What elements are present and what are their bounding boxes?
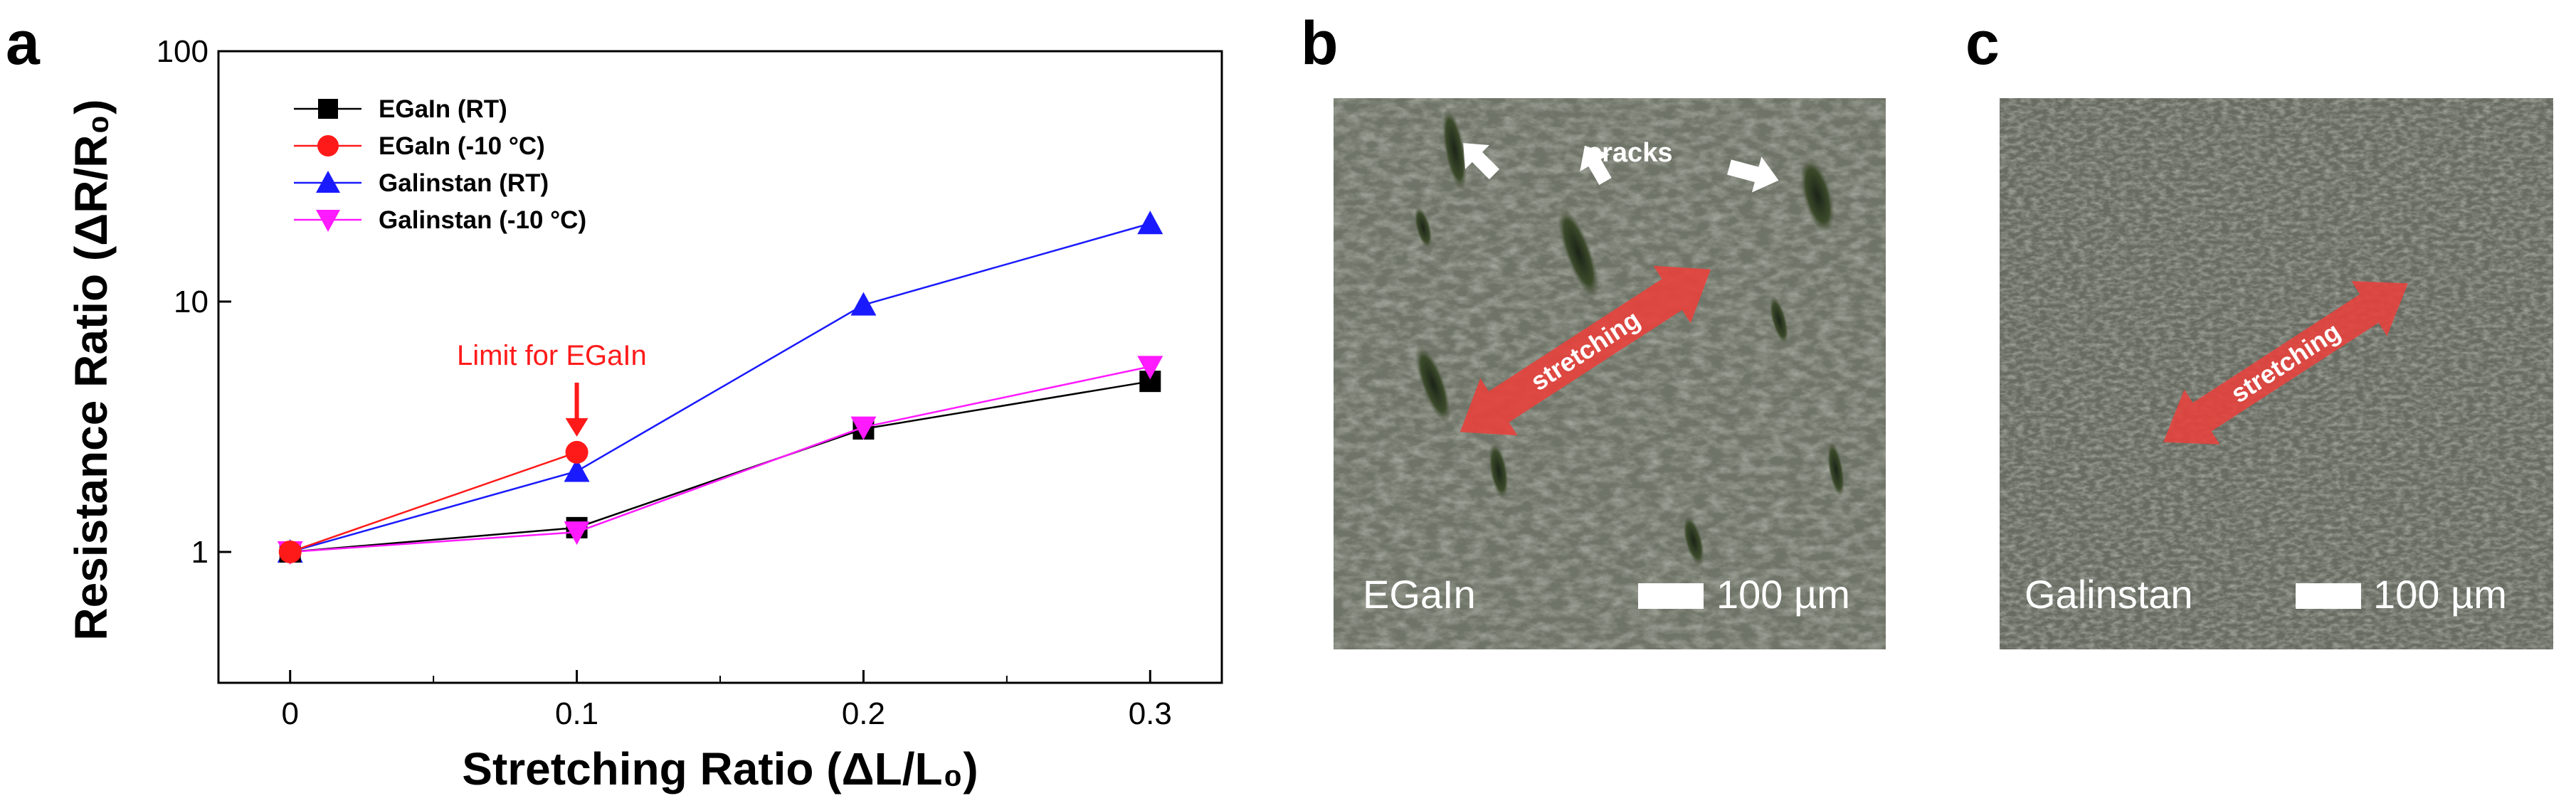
- scale-label-c: 100 µm: [2373, 572, 2507, 617]
- legend-label: Galinstan (-10 °C): [379, 206, 586, 234]
- stretch-arrow-icon: [2163, 281, 2408, 445]
- data-point: [850, 292, 877, 316]
- x-axis-title: Stretching Ratio (ΔL/L₀): [462, 743, 978, 794]
- y-tick-label: 100: [157, 34, 208, 69]
- micrograph-b: cracks stretching EGaIn 100 µm: [1334, 98, 1886, 649]
- data-point: [564, 458, 590, 482]
- crack-pointer-icons: [1463, 143, 1779, 193]
- legend-marker: [318, 99, 338, 119]
- data-point: [278, 540, 302, 563]
- legend: EGaIn (RT) EGaIn (-10 °C) Galinstan (RT) Ga…: [294, 95, 586, 234]
- plot-frame: [217, 50, 1223, 684]
- legend-marker: [317, 135, 339, 156]
- material-label-b: EGaIn: [1363, 572, 1476, 617]
- y-axis-ticks: 1 10 100: [157, 34, 231, 570]
- data-point: [1137, 211, 1163, 235]
- data-point: [850, 416, 877, 440]
- material-label-c: Galinstan: [2025, 572, 2193, 617]
- panel-letter-a: a: [6, 9, 41, 78]
- scale-bar-c: [2296, 583, 2361, 609]
- micrograph-c: stretching Galinstan 100 µm: [2000, 98, 2553, 649]
- scale-label-b: 100 µm: [1716, 572, 1850, 617]
- series-line: [290, 366, 1151, 553]
- x-tick-label: 0.2: [842, 696, 885, 731]
- legend-label: EGaIn (-10 °C): [379, 132, 545, 160]
- limit-annotation-text: Limit for EGaIn: [457, 340, 647, 371]
- y-tick-label: 10: [174, 285, 208, 319]
- crack-marks: [1414, 107, 1845, 565]
- series-line: [290, 380, 1151, 553]
- limit-arrow-icon: [565, 383, 588, 437]
- y-tick-label: 1: [191, 535, 208, 570]
- limit-annotation: Limit for EGaIn: [457, 340, 647, 437]
- x-tick-label: 0.3: [1129, 696, 1172, 731]
- data-point: [565, 440, 588, 464]
- legend-label: Galinstan (RT): [379, 169, 549, 197]
- data-point: [1137, 356, 1163, 380]
- series-layer: [277, 211, 1163, 565]
- cracks-label: cracks: [1587, 138, 1672, 168]
- chart-a: 0 0.1 0.2 0.3 1 10 100 Stretching Ratio (ΔL/L…: [65, 34, 1223, 794]
- panel-letter-c: c: [1965, 9, 2000, 78]
- data-point: [564, 521, 590, 546]
- x-axis-ticks: 0 0.1 0.2 0.3: [281, 670, 1172, 731]
- scale-bar-b: [1638, 583, 1704, 609]
- x-tick-label: 0: [281, 696, 298, 731]
- panel-letter-b: b: [1301, 9, 1339, 78]
- legend-label: EGaIn (RT): [379, 95, 507, 123]
- x-tick-label: 0.1: [555, 696, 598, 731]
- legend-marker: [316, 171, 340, 193]
- series-line: [290, 451, 577, 553]
- y-axis-title: Resistance Ratio (ΔR/R₀): [65, 99, 117, 640]
- stretch-arrow-icon: [1459, 265, 1711, 436]
- legend-marker: [316, 210, 340, 232]
- series-line: [290, 223, 1151, 553]
